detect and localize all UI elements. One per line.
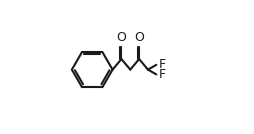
Text: O: O [117,31,126,44]
Text: O: O [134,31,144,44]
Text: F: F [159,58,166,71]
Text: F: F [159,68,166,81]
